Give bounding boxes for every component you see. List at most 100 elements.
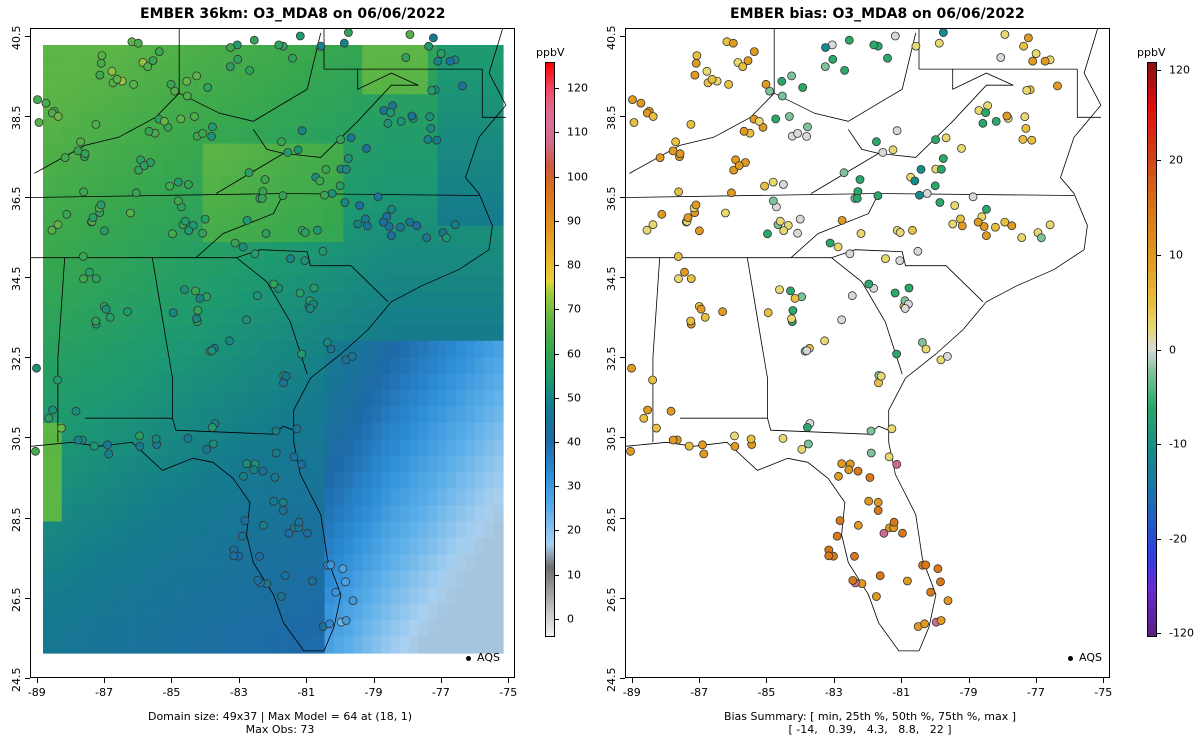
grid-cell	[446, 258, 457, 276]
grid-cell	[371, 160, 382, 177]
grid-cell	[193, 324, 204, 342]
grid-cell	[43, 275, 53, 293]
grid-cell	[108, 620, 119, 638]
grid-cell	[334, 258, 344, 276]
grid-cell	[268, 587, 279, 605]
grid-cell	[268, 45, 279, 62]
grid-cell	[174, 390, 185, 408]
grid-cell	[165, 340, 175, 358]
grid-cell	[258, 127, 269, 145]
grid-cell	[146, 307, 157, 325]
grid-cell	[381, 636, 391, 654]
bias-point	[695, 226, 704, 236]
bias-point	[629, 118, 639, 127]
bias-point	[915, 190, 924, 200]
y-tick-label: 34.5	[605, 266, 618, 291]
grid-cell	[118, 587, 129, 605]
grid-cell	[277, 94, 288, 112]
grid-cell	[193, 390, 204, 408]
grid-cell	[155, 61, 166, 79]
grid-cell	[287, 472, 298, 490]
grid-cell	[52, 357, 63, 375]
grid-cell	[465, 439, 476, 457]
grid-cell	[324, 521, 335, 539]
grid-cell	[484, 406, 495, 424]
grid-cell	[381, 538, 391, 555]
bias-point	[674, 274, 683, 284]
grid-cell	[99, 636, 110, 654]
grid-cell	[221, 636, 232, 654]
grid-cell	[427, 587, 438, 605]
bias-point	[675, 149, 685, 159]
grid-cell	[240, 472, 251, 490]
grid-cell	[371, 340, 382, 358]
bias-point	[873, 506, 883, 515]
grid-cell	[127, 127, 138, 145]
grid-cell	[456, 258, 467, 276]
bias-point	[671, 137, 680, 147]
obs-point	[183, 180, 193, 189]
bias-point	[643, 405, 653, 415]
grid-cell	[155, 422, 166, 440]
grid-cell	[343, 357, 354, 375]
grid-cell	[418, 373, 429, 391]
x-tick-label: -89	[27, 686, 46, 699]
grid-cell	[484, 570, 495, 588]
grid-cell	[493, 505, 504, 523]
obs-point	[303, 528, 312, 538]
obs-point	[312, 225, 322, 235]
grid-cell	[89, 422, 100, 440]
grid-cell	[456, 143, 467, 161]
grid-cell	[362, 45, 373, 62]
grid-cell	[89, 324, 100, 342]
grid-cell	[446, 45, 457, 62]
obs-point	[425, 112, 435, 122]
grid-cell	[43, 45, 53, 62]
grid-cell	[296, 390, 307, 408]
grid-cell	[174, 242, 185, 260]
grid-cell	[146, 324, 157, 342]
grid-cell	[446, 275, 457, 293]
obs-point	[355, 201, 365, 210]
grid-cell	[456, 406, 467, 424]
grid-cell	[240, 587, 251, 605]
grid-cell	[52, 324, 63, 342]
grid-cell	[146, 275, 157, 293]
colorbar-tick-label: 10	[1169, 248, 1183, 262]
grid-cell	[165, 45, 175, 62]
bias-point	[778, 180, 788, 189]
grid-cell	[484, 242, 495, 260]
grid-cell	[230, 439, 241, 457]
grid-cell	[212, 406, 222, 424]
grid-cell	[127, 570, 138, 588]
y-tickmark	[620, 357, 625, 358]
grid-cell	[183, 275, 194, 293]
grid-cell	[108, 176, 119, 194]
grid-cell	[240, 570, 251, 588]
grid-cell	[155, 275, 166, 293]
grid-cell	[324, 94, 335, 112]
grid-cell	[193, 110, 204, 128]
bias-point	[936, 616, 946, 625]
grid-cell	[409, 242, 420, 260]
state-boundary-line	[357, 69, 419, 90]
grid-cell	[230, 242, 241, 260]
bias-point	[973, 217, 983, 227]
grid-cell	[371, 176, 382, 194]
grid-cell	[399, 620, 410, 638]
grid-cell	[334, 357, 344, 375]
grid-cell	[390, 390, 401, 408]
grid-cell	[437, 472, 448, 490]
grid-cell	[136, 324, 147, 342]
obs-point	[297, 349, 307, 359]
grid-cell	[118, 390, 129, 408]
grid-cell	[258, 390, 269, 408]
grid-cell	[427, 603, 438, 621]
grid-cell	[165, 192, 175, 210]
grid-cell	[61, 603, 72, 621]
grid-cell	[118, 176, 129, 194]
grid-cell	[99, 127, 110, 145]
grid-cell	[249, 488, 260, 506]
grid-cell	[212, 373, 222, 391]
grid-cell	[165, 307, 175, 325]
